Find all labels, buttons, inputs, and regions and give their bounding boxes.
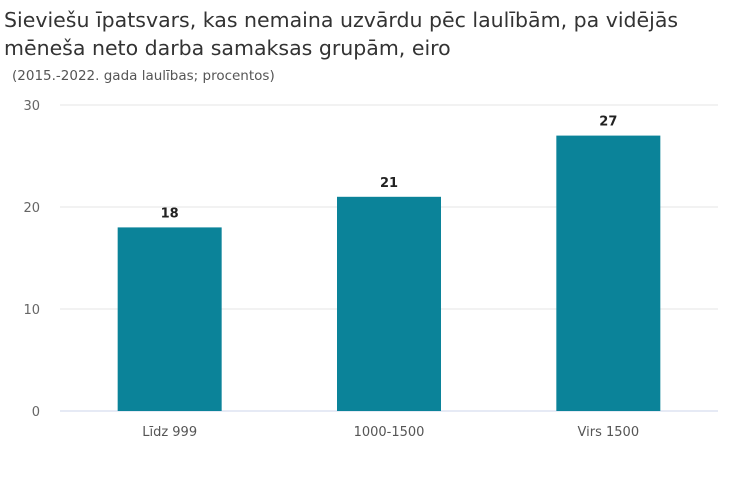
y-tick-label: 10: [23, 303, 40, 318]
y-tick-label: 20: [23, 201, 40, 216]
chart-title: Sieviešu īpatsvars, kas nemaina uzvārdu …: [4, 8, 679, 60]
bar: [337, 196, 441, 411]
x-tick-label: 1000-1500: [354, 425, 425, 440]
data-label: 21: [380, 176, 398, 191]
data-label: 18: [161, 206, 179, 221]
y-tick-label: 30: [23, 99, 40, 114]
chart-subtitle: (2015.-2022. gada laulības; procentos): [12, 68, 275, 84]
x-tick-label: Virs 1500: [578, 425, 640, 440]
x-tick-label: Līdz 999: [142, 425, 197, 440]
data-label: 27: [599, 115, 617, 130]
bar: [556, 135, 661, 411]
bar: [117, 227, 222, 411]
y-tick-label: 0: [32, 405, 40, 420]
